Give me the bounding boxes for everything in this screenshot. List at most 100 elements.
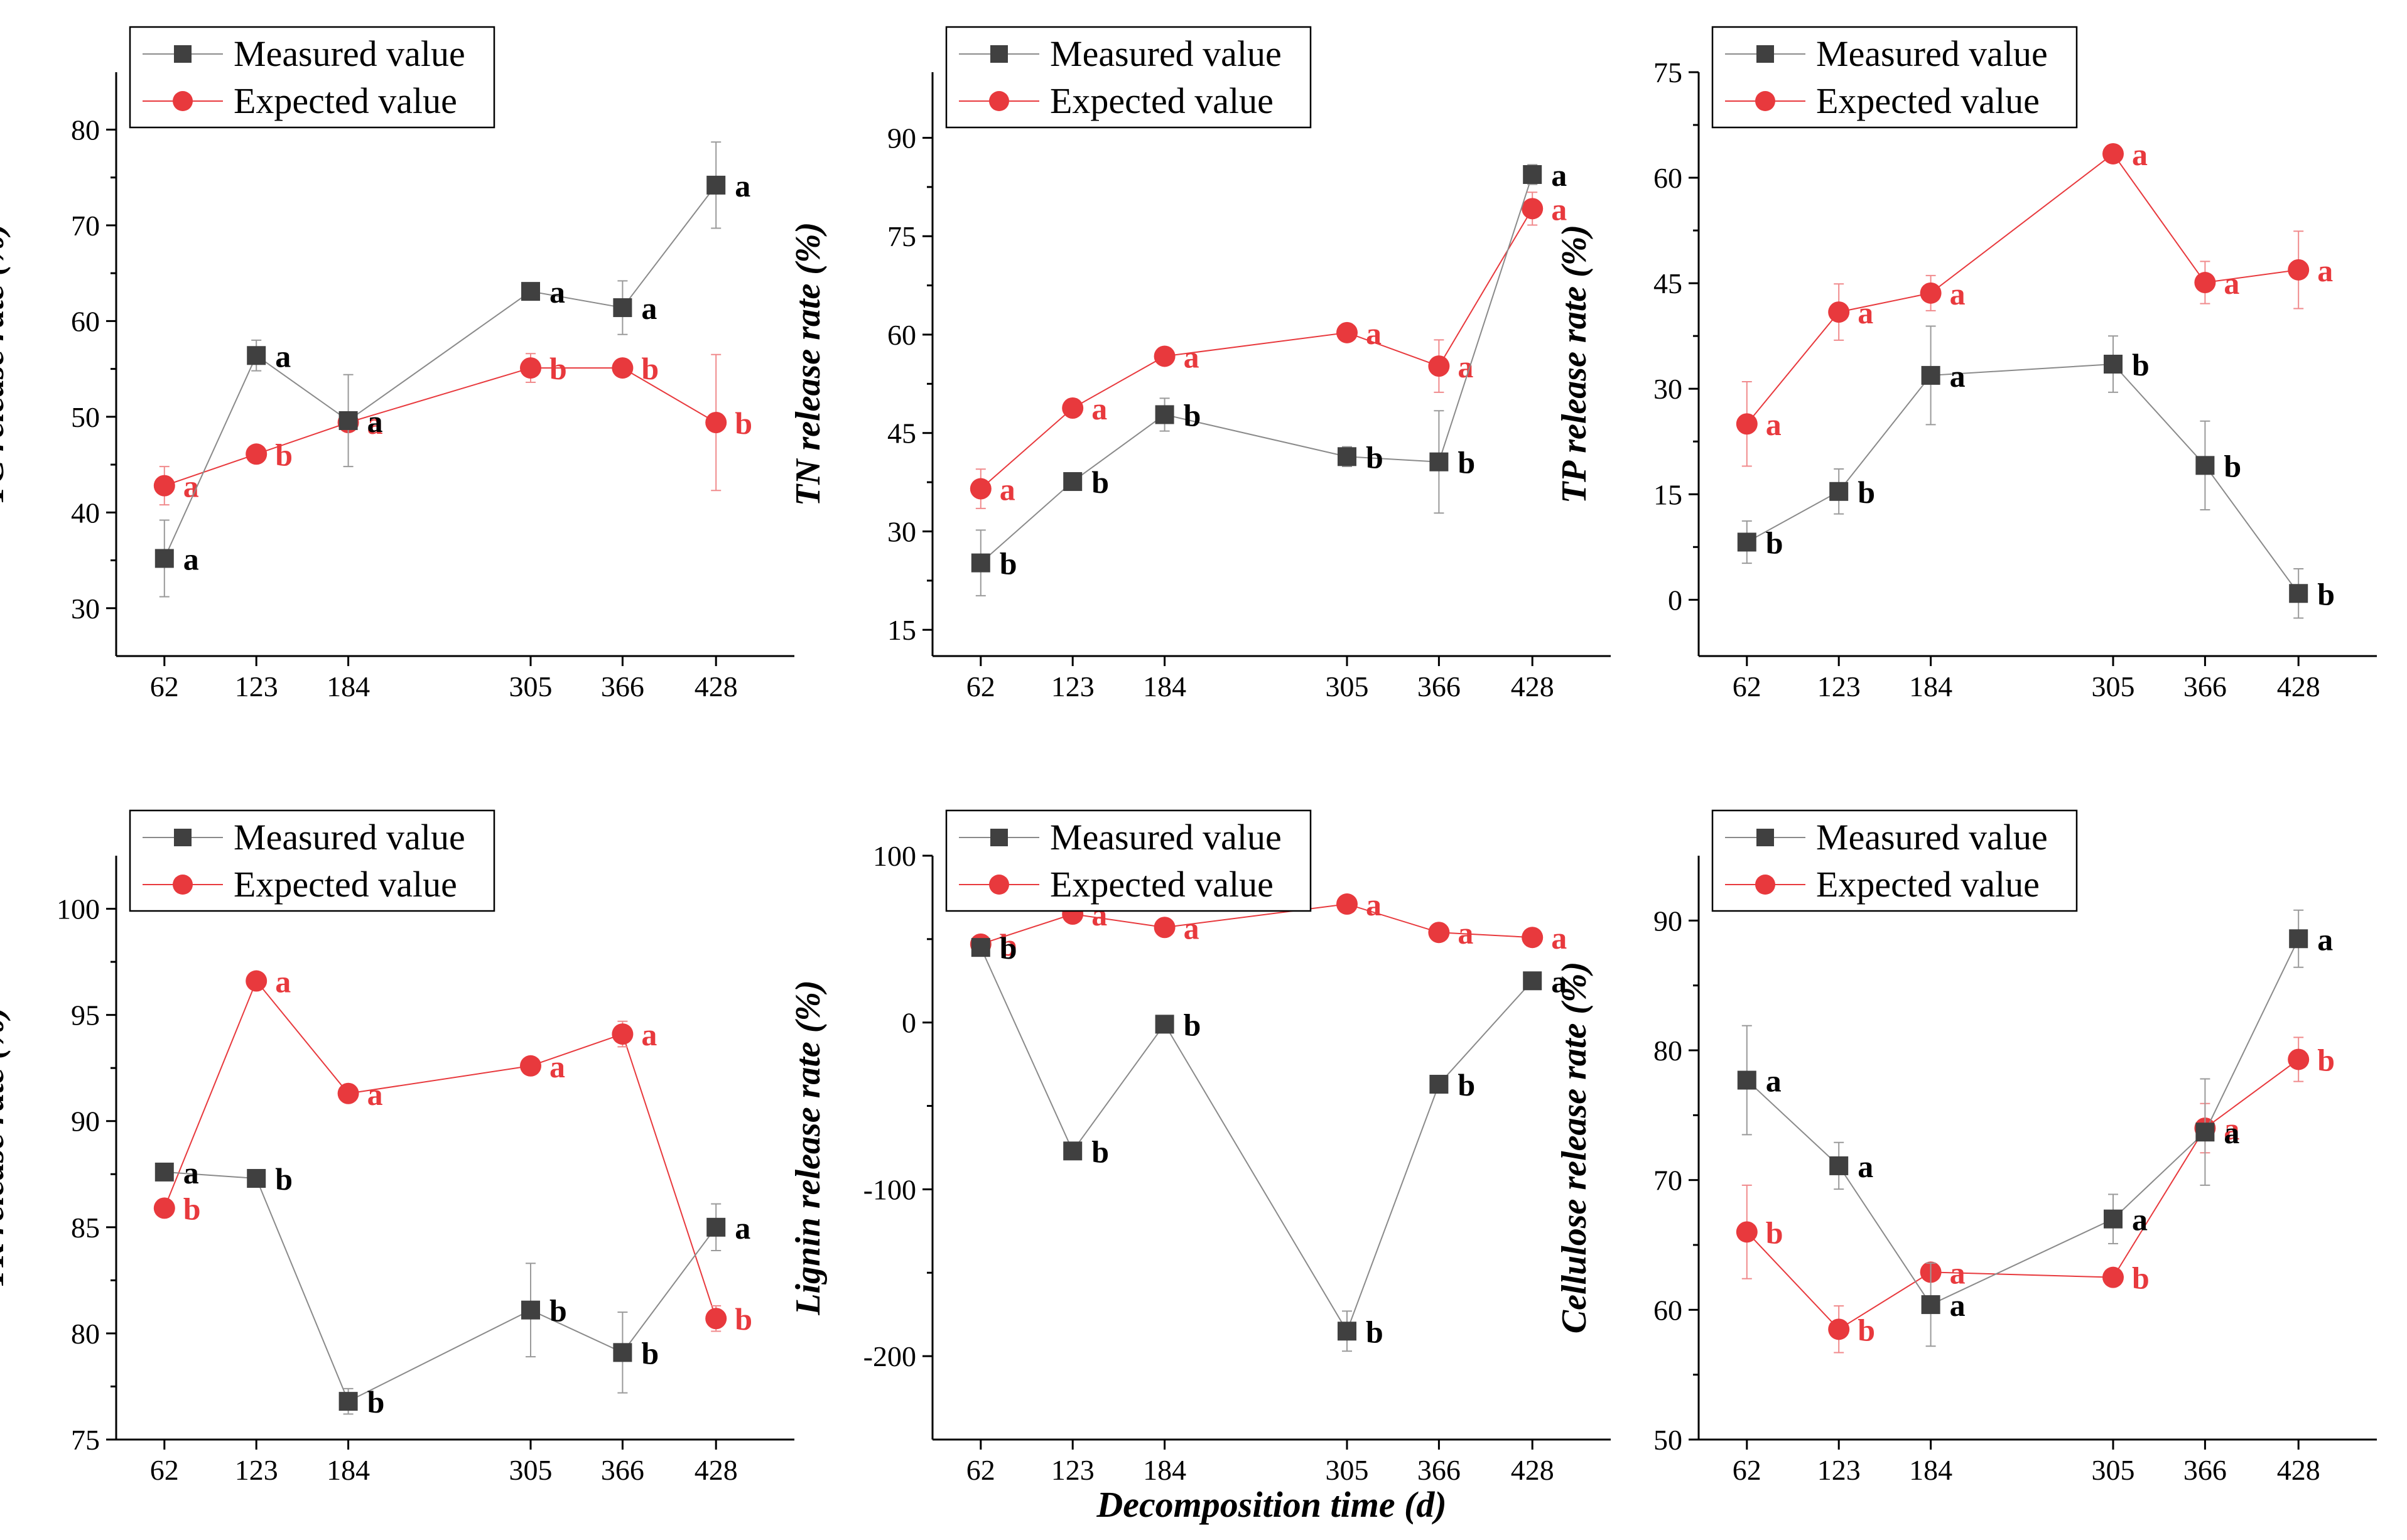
y-tick-label: 0 (902, 1007, 916, 1039)
legend-marker-expected (989, 875, 1009, 895)
significance-letter: b (1184, 397, 1201, 433)
significance-letter: a (1551, 191, 1567, 227)
legend: Measured value Expected value (129, 26, 495, 129)
significance-letter: a (1366, 316, 1382, 351)
y-tick-label: 60 (1653, 1294, 1682, 1326)
legend-marker-expected (173, 875, 193, 895)
data-point-expected (520, 1055, 541, 1077)
x-tick-label: 428 (695, 1454, 738, 1486)
significance-letter: b (2132, 1261, 2150, 1296)
y-tick-label: 15 (887, 614, 916, 646)
significance-letter: b (1000, 546, 1017, 581)
x-tick-label: 366 (601, 670, 644, 703)
data-point-expected (970, 478, 992, 500)
series-expected: ba aaa a (970, 887, 1567, 962)
significance-letter: b (1366, 1314, 1383, 1349)
data-point-measured (971, 553, 990, 573)
chart-panel-2: 15 30 45 60 75 90 62 123 184 305 366 428 TN release … (789, 26, 1611, 703)
legend-box (945, 809, 1312, 912)
data-point-expected (2194, 272, 2216, 294)
significance-letter: b (183, 1191, 201, 1226)
data-point-measured (1523, 971, 1542, 991)
y-tick-label: 60 (71, 305, 100, 337)
data-point-measured (1429, 1075, 1449, 1094)
significance-letter: a (1366, 887, 1382, 922)
y-tick-label: 45 (887, 417, 916, 450)
significance-letter: b (1458, 445, 1475, 480)
data-point-expected (1828, 1318, 1850, 1340)
significance-letter: a (367, 1077, 383, 1112)
x-tick-label: 123 (1051, 1454, 1095, 1486)
series-line (163, 185, 717, 559)
y-tick-label: 15 (1653, 478, 1682, 510)
significance-letter: a (1766, 1063, 1782, 1099)
legend-label-measured: Measured value (1816, 33, 2048, 74)
significance-letter: a (2317, 922, 2333, 957)
series-line (1746, 1058, 2299, 1330)
legend-label-measured: Measured value (234, 817, 465, 858)
legend-marker-measured (1756, 829, 1774, 846)
y-tick-label: 60 (887, 319, 916, 351)
x-tick-label: 305 (1326, 670, 1369, 703)
significance-letter: b (367, 1384, 385, 1419)
data-point-expected (1522, 198, 1544, 220)
y-axis-label: TP release rate (%) (1555, 225, 1594, 503)
significance-letter: b (1000, 930, 1017, 966)
significance-letter: a (735, 168, 750, 203)
chart-panel-1: 30 40 50 60 70 80 62 123 184 305 366 428 TC release … (0, 26, 794, 703)
x-tick-label: 366 (2183, 1454, 2227, 1486)
y-tick-label: 50 (71, 401, 100, 433)
x-tick-label: 123 (1051, 670, 1095, 703)
data-point-measured (2289, 584, 2308, 603)
x-tick-label: 428 (695, 670, 738, 703)
series-line (980, 903, 1533, 945)
data-point-measured (154, 549, 174, 568)
y-tick-label: 90 (1653, 905, 1682, 937)
legend-marker-measured (990, 829, 1008, 846)
data-point-expected (520, 357, 541, 379)
series-line (164, 367, 717, 487)
legend-label-measured: Measured value (234, 33, 465, 74)
legend-label-measured: Measured value (1050, 33, 1282, 74)
y-tick-label: 100 (57, 893, 100, 925)
y-tick-label: 85 (71, 1212, 100, 1244)
data-point-measured (613, 1343, 632, 1362)
significance-letter: a (735, 1210, 750, 1246)
data-point-measured (1338, 1322, 1356, 1341)
y-tick-label: 100 (873, 840, 916, 872)
x-tick-label: 184 (327, 1454, 370, 1486)
x-tick-label: 428 (2277, 670, 2320, 703)
data-point-expected (1522, 927, 1544, 949)
significance-letter: a (1184, 910, 1199, 945)
data-point-measured (521, 1300, 540, 1320)
significance-letter: b (1858, 1312, 1875, 1347)
data-point-measured (613, 298, 632, 318)
significance-letter: b (1858, 475, 1875, 510)
y-tick-label: 90 (887, 122, 916, 154)
y-tick-label: 80 (71, 114, 100, 146)
x-tick-label: 62 (966, 670, 995, 703)
legend-label-expected: Expected value (1816, 864, 2040, 905)
series-expected: a a a a a a (1736, 137, 2333, 467)
data-point-measured (1921, 365, 1940, 385)
data-point-measured (2104, 355, 2123, 374)
data-point-measured (706, 175, 726, 195)
significance-letter: a (2224, 1111, 2239, 1146)
data-point-expected (1062, 397, 1084, 419)
significance-letter: a (275, 338, 291, 374)
series-line (980, 174, 1533, 564)
data-point-expected (153, 475, 175, 497)
y-tick-label: 90 (71, 1106, 100, 1138)
series-line (1746, 363, 2300, 594)
x-tick-label: 123 (1817, 1454, 1861, 1486)
data-point-expected (1154, 917, 1176, 939)
data-point-measured (1829, 482, 1849, 501)
data-point-expected (337, 1082, 359, 1104)
y-tick-label: 45 (1653, 267, 1682, 299)
chart-panels: 30 40 50 60 70 80 62 123 184 305 366 428 TC release … (0, 26, 2377, 1486)
data-point-expected (1920, 282, 1942, 304)
y-tick-label: 0 (1668, 584, 1682, 616)
